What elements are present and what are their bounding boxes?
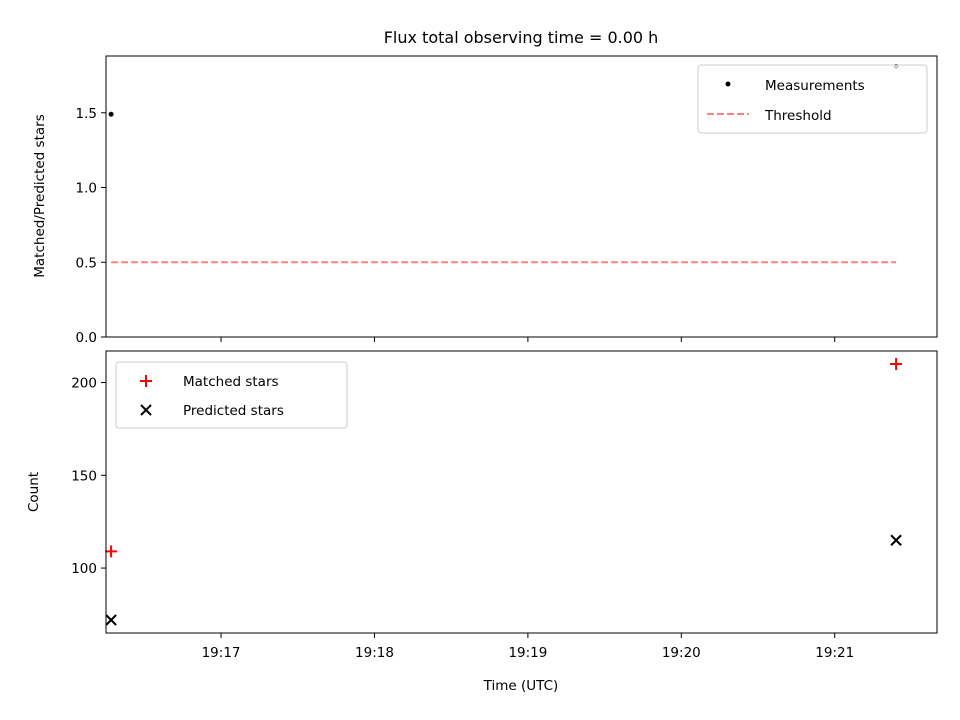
plot-area-bottom — [105, 357, 903, 626]
x-ticks-bottom: 19:17 19:18 19:19 19:20 19:21 — [202, 633, 854, 661]
chart-title: Flux total observing time = 0.00 h — [384, 28, 659, 47]
y-ticks-top: 0.0 0.5 1.0 1.5 — [76, 106, 106, 346]
matched-stars-point — [890, 357, 903, 370]
measurement-point — [108, 111, 114, 117]
legend-marker-predicted — [140, 404, 152, 416]
y-axis-label-top: Matched/Predicted stars — [32, 114, 48, 277]
legend-label-threshold: Threshold — [764, 108, 832, 124]
legend-box-bottom — [115, 361, 348, 429]
legend-label-predicted: Predicted stars — [183, 403, 284, 419]
legend-marker-measurements — [725, 81, 731, 87]
y-tick-label: 0.0 — [76, 330, 97, 346]
axes-frame-top — [105, 55, 938, 338]
x-axis-label: Time (UTC) — [483, 678, 559, 694]
legend-label-matched: Matched stars — [183, 374, 279, 390]
axes-frame-bottom — [105, 350, 938, 634]
y-tick-label: 100 — [71, 561, 97, 577]
legend-top: Measurements Threshold — [697, 64, 928, 134]
x-tick-label: 19:19 — [508, 645, 547, 661]
y-axis-label-bottom: Count — [26, 472, 42, 512]
y-tick-label: 0.5 — [76, 255, 97, 271]
predicted-stars-point — [890, 534, 902, 546]
matched-stars-point — [105, 545, 118, 558]
y-tick-label: 150 — [71, 468, 97, 484]
legend-label-measurements: Measurements — [765, 78, 865, 94]
y-tick-label: 1.5 — [76, 106, 97, 122]
x-tick-label: 19:21 — [815, 645, 854, 661]
legend-marker-matched — [140, 375, 152, 387]
x-tick-label: 19:17 — [202, 645, 241, 661]
y-tick-label: 1.0 — [76, 181, 97, 197]
legend-box-top — [697, 64, 928, 134]
y-ticks-bottom: 100 150 200 — [71, 376, 106, 577]
predicted-stars-point — [105, 614, 117, 626]
x-ticks-top — [220, 337, 836, 342]
x-tick-label: 19:20 — [662, 645, 701, 661]
y-tick-label: 200 — [71, 376, 97, 392]
legend-bottom: Matched stars Predicted stars — [115, 361, 348, 429]
top-panel: Flux total observing time = 0.00 h Match… — [32, 28, 938, 346]
x-tick-label: 19:18 — [355, 645, 394, 661]
